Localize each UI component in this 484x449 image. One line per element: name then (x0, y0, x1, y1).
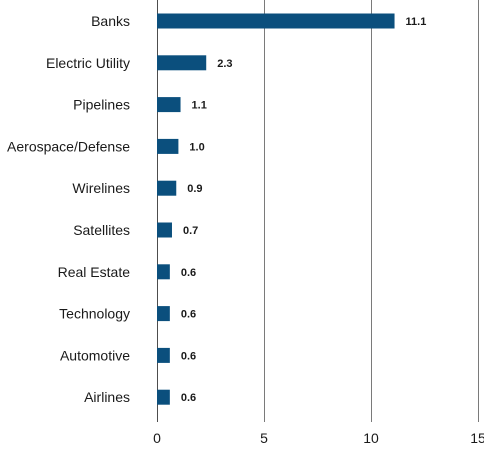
x-tick-label: 0 (153, 430, 161, 446)
x-tick-label: 5 (260, 430, 268, 446)
category-labels: Banks Electric Utility Pipelines Aerospace/… (7, 13, 130, 405)
category-label: Satellites (73, 222, 130, 238)
data-label: 11.1 (406, 16, 427, 28)
data-label: 2.3 (217, 58, 232, 70)
value-labels: 11.1 2.3 1.1 1.0 0.9 0.7 0.6 0.6 0.6 0.6 (181, 16, 427, 404)
bar (157, 389, 170, 405)
data-label: 0.7 (183, 225, 198, 237)
bar (157, 306, 170, 322)
data-label: 1.1 (192, 100, 207, 112)
bar (157, 138, 179, 154)
category-label: Automotive (60, 347, 130, 363)
category-label: Airlines (84, 389, 130, 405)
x-axis-tick-labels: 0 5 10 15 (153, 430, 484, 446)
data-label: 0.6 (181, 267, 196, 279)
data-label: 0.6 (181, 309, 196, 321)
category-label: Banks (91, 13, 130, 29)
x-tick-label: 15 (470, 430, 484, 446)
bar (157, 347, 170, 363)
data-label: 0.6 (181, 392, 196, 404)
data-label: 0.6 (181, 350, 196, 362)
bar (157, 55, 207, 71)
category-label: Aerospace/Defense (7, 138, 130, 154)
bar (157, 13, 395, 29)
category-label: Pipelines (73, 97, 130, 113)
data-label: 1.0 (189, 141, 204, 153)
x-tick-label: 10 (363, 430, 379, 446)
category-label: Technology (59, 306, 130, 322)
bar (157, 180, 177, 196)
bars-group (157, 13, 395, 405)
category-label: Electric Utility (46, 55, 130, 71)
data-label: 0.9 (187, 183, 202, 195)
bar (157, 97, 181, 113)
category-label: Real Estate (58, 264, 131, 280)
bar (157, 222, 172, 238)
bar (157, 264, 170, 280)
category-label: Wirelines (72, 180, 130, 196)
